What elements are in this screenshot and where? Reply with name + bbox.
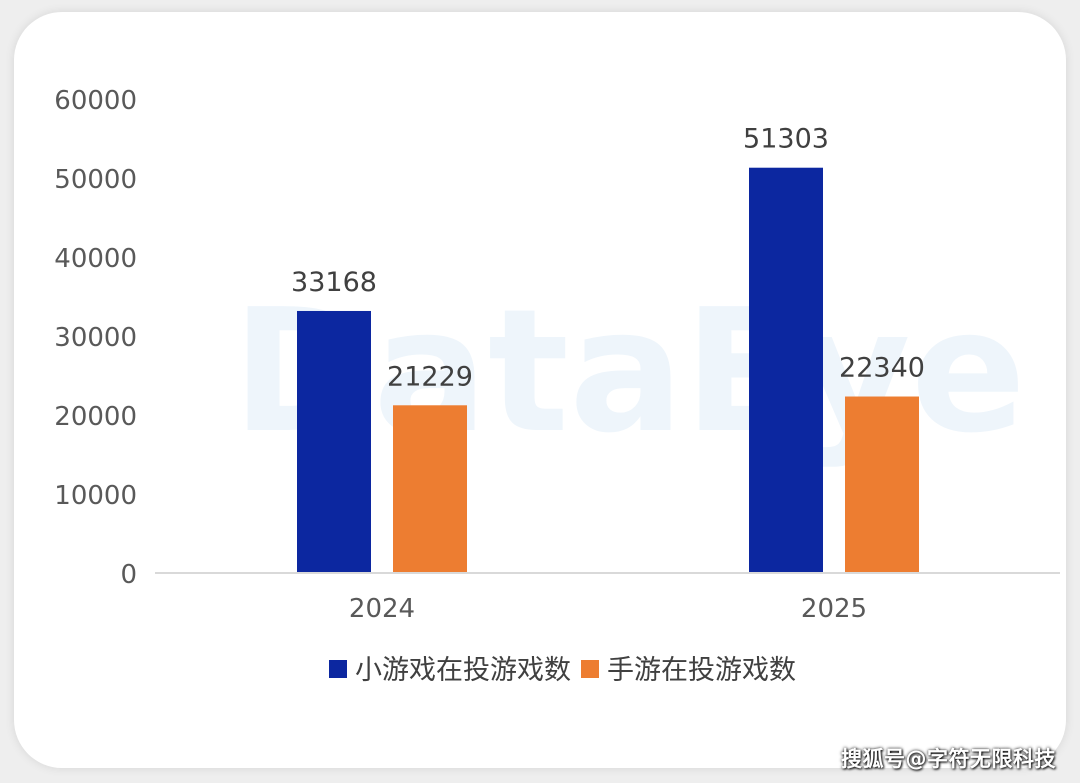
chart-card <box>14 12 1066 768</box>
legend-label: 小游戏在投游戏数 <box>355 655 571 686</box>
y-axis-ticks: 0 10000 20000 30000 40000 50000 60000 <box>54 86 137 590</box>
data-label: 33168 <box>291 267 377 298</box>
bar <box>393 405 467 573</box>
legend-label: 手游在投游戏数 <box>607 655 796 686</box>
x-tick-label: 2024 <box>349 594 415 624</box>
legend: 小游戏在投游戏数 手游在投游戏数 <box>329 655 796 686</box>
data-label: 51303 <box>743 124 829 155</box>
legend-swatch <box>581 660 599 678</box>
bar <box>297 310 371 573</box>
bar <box>845 396 919 573</box>
y-tick-label: 30000 <box>54 323 137 353</box>
y-tick-label: 0 <box>120 560 137 590</box>
x-tick-label: 2025 <box>801 594 867 624</box>
bar <box>749 167 823 573</box>
credit-watermark: 搜狐号@字符无限科技 <box>841 747 1056 771</box>
y-tick-label: 40000 <box>54 244 137 274</box>
data-label: 22340 <box>839 353 925 384</box>
data-label: 21229 <box>387 361 473 392</box>
y-tick-label: 50000 <box>54 165 137 195</box>
y-tick-label: 10000 <box>54 481 137 511</box>
x-axis-labels: 2024 2025 <box>349 594 867 624</box>
y-tick-label: 60000 <box>54 86 137 116</box>
bars: 33168 21229 51303 22340 <box>291 124 925 573</box>
legend-swatch <box>329 660 347 678</box>
y-tick-label: 20000 <box>54 402 137 432</box>
